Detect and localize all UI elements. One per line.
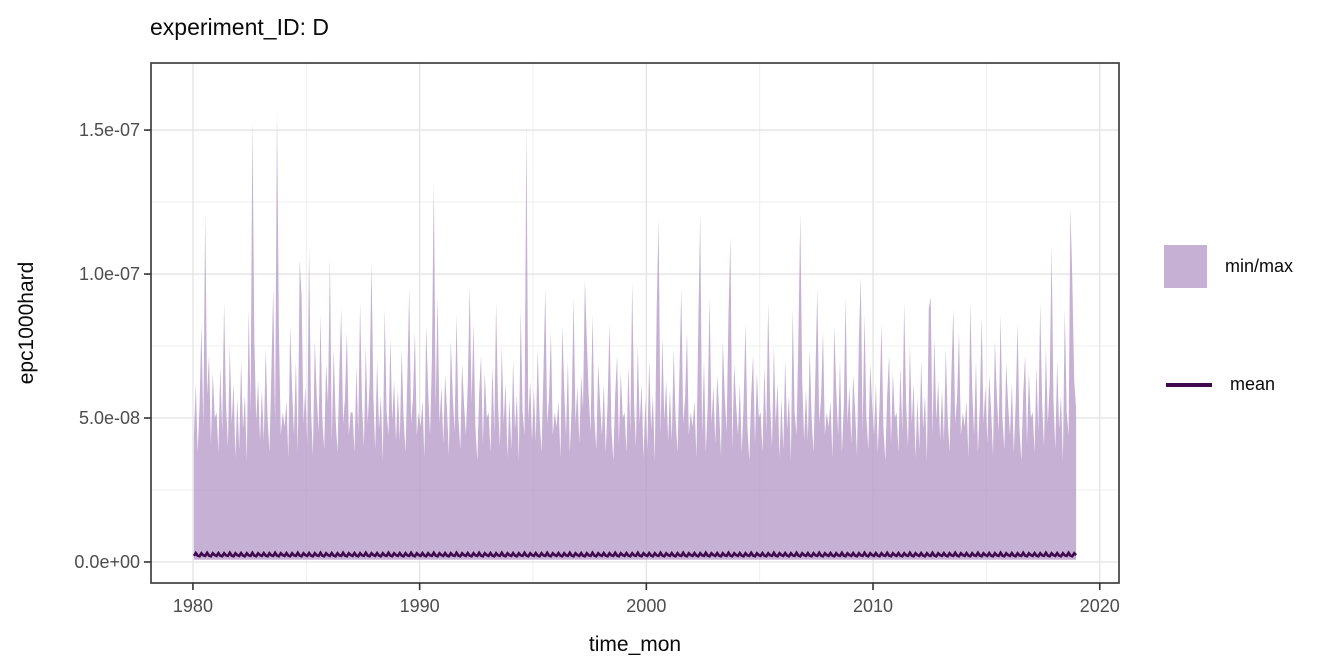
mean-line-icon bbox=[1166, 382, 1212, 387]
mean-line bbox=[192, 550, 1077, 558]
x-axis-title: time_mon bbox=[588, 633, 682, 656]
axis-ticks bbox=[144, 129, 1101, 590]
grid-minor bbox=[151, 63, 1119, 583]
minmax-ribbon bbox=[193, 109, 1077, 560]
y-tick-label: 1.0e-07 bbox=[78, 264, 140, 285]
legend-label-minmax: min/max bbox=[1225, 256, 1294, 276]
x-tick-label: 1990 bbox=[399, 596, 440, 616]
x-tick-label: 1980 bbox=[172, 596, 213, 616]
x-tick-label: 2000 bbox=[626, 596, 667, 616]
legend-entry-mean: mean bbox=[1164, 374, 1275, 395]
plot-title: experiment_ID: D bbox=[150, 14, 329, 40]
minmax-swatch-icon bbox=[1164, 245, 1207, 288]
legend-entry-minmax: min/max bbox=[1164, 245, 1293, 288]
y-tick-label: 5.0e-08 bbox=[78, 408, 140, 429]
x-tick-label: 2020 bbox=[1079, 596, 1120, 616]
y-tick-label: 1.5e-07 bbox=[78, 120, 140, 141]
panel-border bbox=[150, 62, 1120, 584]
legend-label-mean: mean bbox=[1230, 374, 1276, 394]
y-tick-label: 0.0e+00 bbox=[74, 551, 140, 572]
x-tick-label: 2010 bbox=[853, 596, 894, 616]
